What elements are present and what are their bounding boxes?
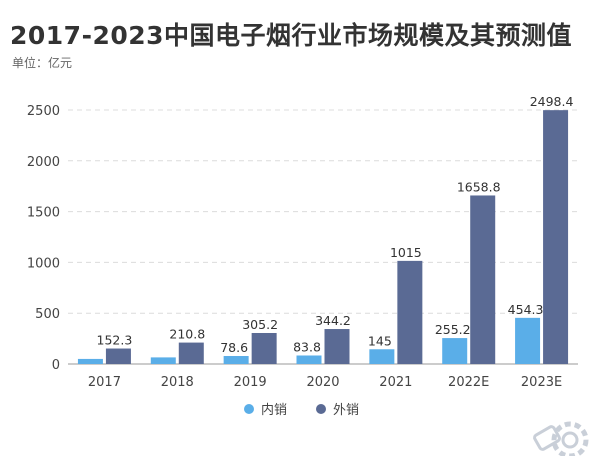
legend-marker: [316, 404, 326, 414]
data-label: 152.3: [97, 333, 133, 348]
y-tick-label: 2000: [27, 155, 60, 170]
bar-domestic: [150, 357, 176, 364]
data-label: 78.6: [220, 340, 248, 355]
y-tick-label: 1000: [27, 256, 60, 271]
data-label: 210.8: [169, 327, 205, 342]
chart-unit: 单位：亿元: [12, 56, 73, 70]
y-tick-label: 1500: [27, 206, 60, 221]
y-tick-label: 2500: [27, 104, 60, 119]
x-tick-label: 2017: [88, 375, 121, 390]
bar-export: [397, 260, 423, 364]
chart-title: 2017-2023中国电子烟行业市场规模及其预测值: [10, 21, 573, 50]
bar-export: [178, 342, 204, 364]
data-label: 305.2: [242, 317, 278, 332]
legend-label: 内销: [261, 402, 287, 418]
data-label: 1658.8: [457, 179, 501, 194]
data-label: 83.8: [293, 339, 321, 354]
bar-domestic: [369, 349, 395, 364]
bar-export: [324, 329, 350, 364]
x-tick-label: 2022E: [448, 375, 489, 390]
bar-export: [251, 332, 277, 364]
data-label: 1015: [390, 245, 422, 260]
watermark-gear-icon: [533, 421, 589, 456]
data-label: 454.3: [508, 302, 544, 317]
data-label: 2498.4: [530, 94, 574, 109]
data-label: 344.2: [315, 313, 351, 328]
legend-marker: [244, 404, 254, 414]
legend-label: 外销: [333, 403, 359, 418]
y-tick-label: 0: [52, 358, 60, 373]
bar-export: [470, 195, 496, 364]
bar-domestic: [296, 355, 322, 364]
bar-domestic: [77, 358, 103, 364]
bar-domestic: [515, 317, 541, 364]
x-tick-label: 2021: [379, 375, 412, 390]
bar-export: [105, 348, 131, 364]
bar-domestic: [442, 338, 468, 364]
bar-export: [543, 110, 569, 364]
data-label: 145: [368, 333, 392, 348]
x-tick-label: 2019: [234, 375, 267, 390]
data-label: 255.2: [435, 322, 471, 337]
x-tick-label: 2023E: [521, 375, 562, 390]
bar-domestic: [223, 356, 249, 364]
y-tick-label: 500: [35, 307, 60, 322]
x-tick-label: 2018: [161, 375, 194, 390]
x-tick-label: 2020: [306, 375, 339, 390]
